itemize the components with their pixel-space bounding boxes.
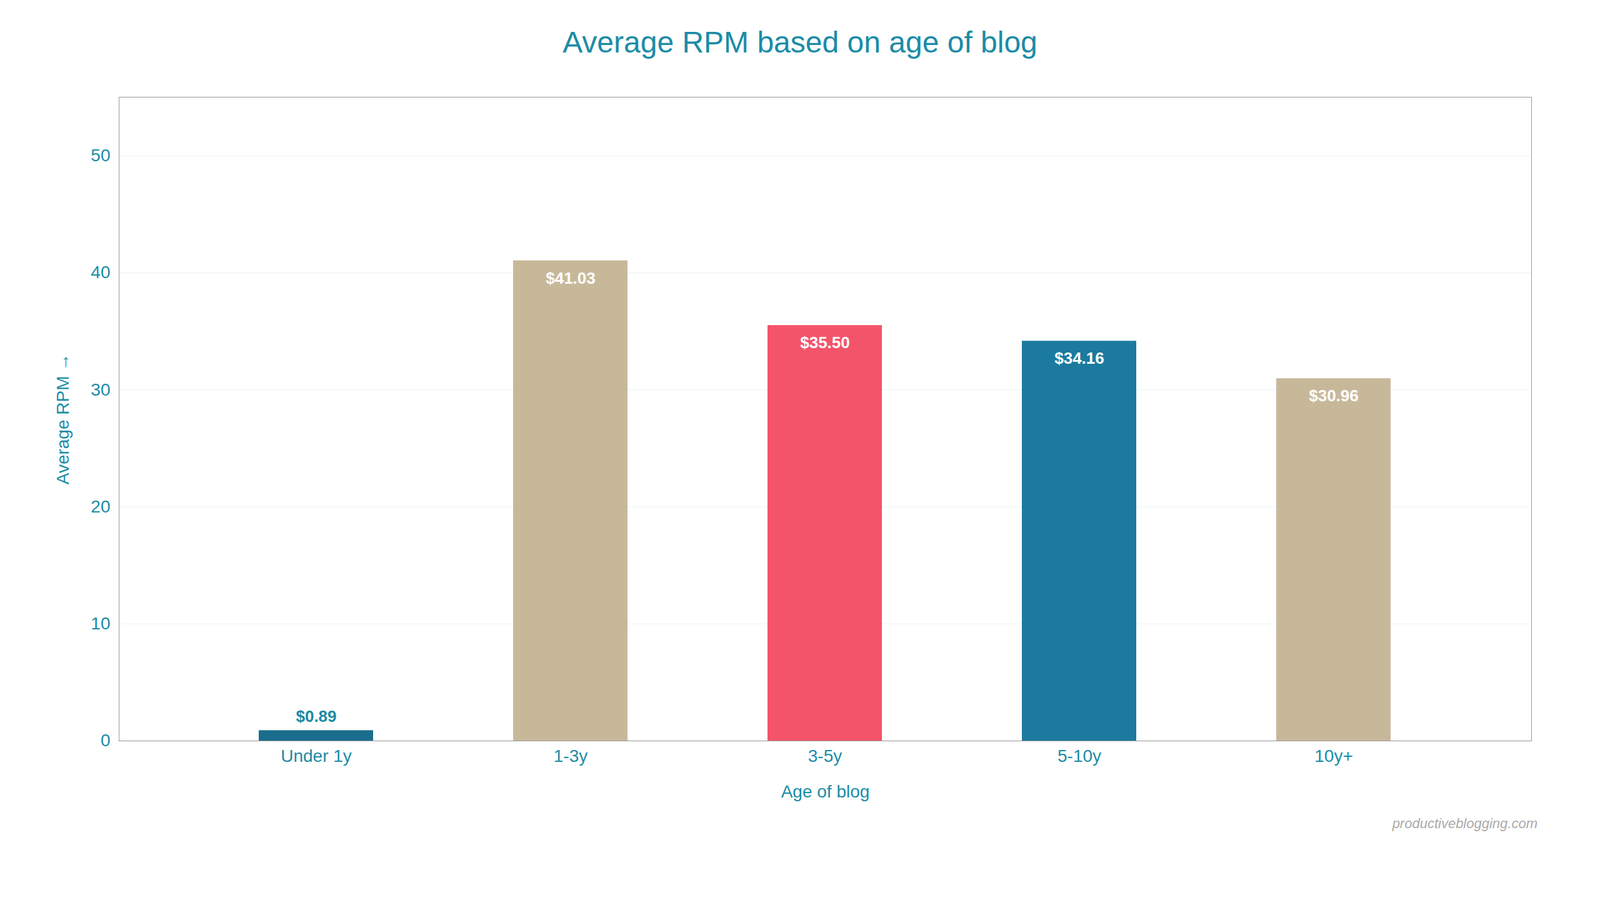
svg-text:10y+: 10y+ xyxy=(1314,746,1354,766)
svg-text:$30.96: $30.96 xyxy=(1308,386,1359,405)
svg-text:30: 30 xyxy=(90,380,110,400)
svg-text:40: 40 xyxy=(90,262,110,282)
svg-text:$0.89: $0.89 xyxy=(295,706,337,726)
html-text:productiveblogging.com: productiveblogging.com xyxy=(1392,815,1538,832)
svg-text:3-5y: 3-5y xyxy=(808,746,842,766)
svg-text:$34.16: $34.16 xyxy=(1054,348,1105,368)
svg-text:50: 50 xyxy=(90,145,110,165)
svg-text:1-3y: 1-3y xyxy=(553,746,588,766)
svg-text:$41.03: $41.03 xyxy=(545,268,596,288)
svg-text:20: 20 xyxy=(90,496,110,517)
svg-text:$35.50: $35.50 xyxy=(800,333,850,352)
svg-text:5-10y: 5-10y xyxy=(1057,746,1102,766)
svg-text:Average RPM →: Average RPM → xyxy=(53,353,73,485)
html-text:Average RPM based on age of bl: Average RPM based on age of blog xyxy=(562,25,1038,59)
svg-text:Age of blog: Age of blog xyxy=(781,781,870,802)
svg-text:Under 1y: Under 1y xyxy=(280,746,352,766)
svg-text:0: 0 xyxy=(100,730,111,750)
svg-text:10: 10 xyxy=(90,613,110,634)
